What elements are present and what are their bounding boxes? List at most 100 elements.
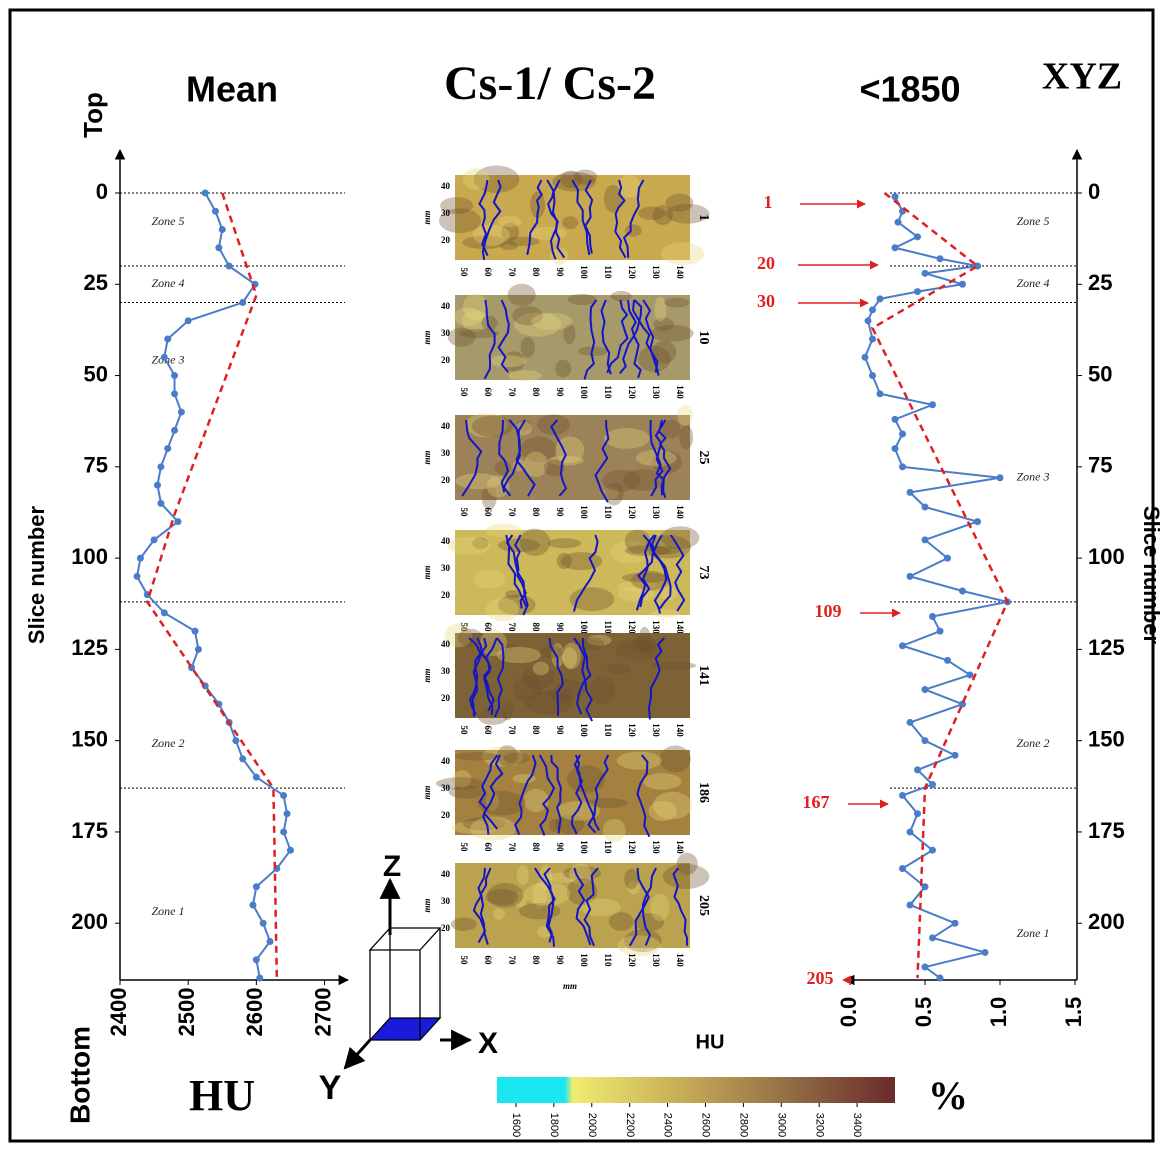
data-point	[906, 572, 914, 580]
data-point	[286, 846, 294, 854]
data-point	[921, 883, 929, 891]
data-point	[869, 372, 876, 380]
data-point	[921, 269, 929, 277]
frame	[8, 8, 1155, 1143]
panel-texture	[524, 690, 573, 715]
panel-texture	[512, 675, 544, 702]
panel-x-tick: 130	[651, 620, 661, 634]
panel-texture	[650, 893, 670, 922]
data-point	[256, 974, 264, 982]
panel-texture	[501, 222, 520, 242]
panel-texture	[494, 460, 512, 475]
data-point	[864, 317, 872, 325]
fracture-trace	[639, 534, 656, 608]
fracture-trace	[570, 754, 584, 835]
panel-texture	[560, 552, 603, 571]
data-point	[921, 963, 929, 971]
panel-y-tick: 40	[441, 536, 451, 546]
panel-y-tick: 20	[441, 235, 451, 245]
panel-texture	[503, 351, 525, 372]
panel-texture	[455, 752, 498, 761]
panel-label: 73	[696, 566, 711, 580]
fracture-trace	[642, 299, 660, 376]
fracture-trace	[476, 637, 494, 715]
panel-texture	[545, 872, 584, 883]
data-point	[996, 474, 1004, 482]
axis-title: Slice number	[1139, 506, 1163, 645]
fracture-trace	[514, 754, 537, 836]
x-tick-label: 2600	[242, 988, 267, 1037]
panel-x-tick: 80	[531, 726, 541, 736]
fracture-trace	[641, 867, 657, 946]
panel-texture	[651, 609, 680, 618]
y-tick-label: 75	[1088, 453, 1112, 478]
panel-x-tick: 90	[555, 388, 565, 398]
data-point	[160, 609, 168, 617]
panel-texture	[652, 204, 674, 226]
fracture-trace	[571, 179, 591, 256]
data-point	[150, 536, 158, 544]
data-point	[201, 189, 209, 197]
panel-texture	[624, 868, 639, 890]
panel-x-tick: 110	[603, 620, 613, 634]
xyz-label: XYZ	[1042, 56, 1122, 98]
panel-texture	[520, 337, 535, 358]
panel-texture	[512, 774, 536, 784]
panel-image	[455, 633, 690, 718]
data-point	[164, 335, 172, 343]
fracture-trace	[627, 299, 642, 379]
data-point	[951, 751, 959, 759]
annotation: 167	[803, 792, 830, 812]
y-tick-label: 75	[84, 453, 108, 478]
data-point	[899, 430, 906, 438]
panel-y-tick: 20	[441, 590, 451, 600]
fracture-trace	[573, 867, 592, 946]
data-point	[252, 773, 260, 781]
panel-x-tick: 130	[651, 953, 661, 967]
panel-texture	[623, 929, 662, 953]
colorbar-tick-label: 2600	[700, 1113, 712, 1137]
panel-texture	[665, 193, 694, 212]
fracture-trace	[514, 534, 527, 609]
panel-texture	[616, 751, 662, 770]
panel-texture	[438, 208, 481, 234]
panel-x-tick: 70	[507, 726, 517, 736]
trend-line	[145, 192, 279, 979]
panel-x-tick: 50	[459, 508, 469, 518]
panel-texture	[461, 310, 490, 332]
panel-x-tick: 140	[675, 385, 685, 399]
panel-texture	[485, 523, 522, 538]
panel-y-tick: 30	[441, 208, 451, 218]
y-tick-label: 25	[84, 270, 108, 295]
panel-x-tick: 120	[627, 840, 637, 854]
data-point	[929, 780, 936, 788]
colorbar-tick-label: 1800	[548, 1113, 560, 1137]
fracture-trace	[594, 419, 610, 503]
panel-texture	[560, 170, 583, 189]
data-point	[160, 353, 168, 361]
panel-texture	[610, 290, 632, 302]
data-point	[232, 737, 240, 745]
panel-texture	[645, 535, 692, 559]
panel-texture	[615, 639, 663, 661]
panel-x-tick: 100	[579, 723, 589, 737]
y-tick-label: 50	[1088, 361, 1112, 386]
panel-texture	[485, 889, 519, 906]
panel-texture	[543, 459, 565, 477]
panel-x-tick: 110	[603, 265, 613, 279]
fracture-trace	[632, 299, 659, 373]
y-tick-label: 200	[71, 909, 108, 934]
panel-texture	[512, 305, 543, 326]
data-point	[959, 280, 966, 288]
panel-x-tick: 70	[507, 388, 517, 398]
data-point	[194, 645, 202, 653]
panel-texture	[481, 485, 497, 510]
fracture-trace	[649, 419, 667, 498]
panel-texture	[602, 818, 626, 843]
panel-x-tick: 140	[675, 953, 685, 967]
panel-x-tick: 90	[555, 508, 565, 518]
fracture-trace	[498, 419, 510, 493]
panel-unit: mm	[422, 785, 432, 799]
panel-texture	[664, 297, 689, 308]
panel-texture	[549, 248, 569, 265]
